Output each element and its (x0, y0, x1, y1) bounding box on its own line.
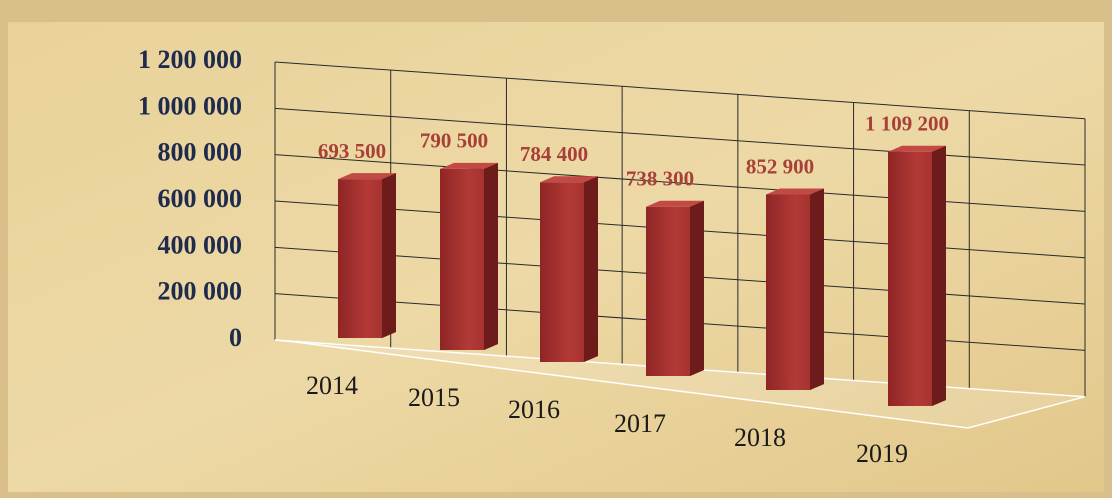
bar-side (810, 188, 824, 390)
bar-top (888, 145, 946, 152)
bar (888, 145, 946, 406)
bar-top (440, 162, 498, 169)
value-label: 738 300 (626, 167, 694, 191)
x-tick-label: 2015 (408, 383, 460, 412)
grid-line (274, 61, 1086, 120)
value-label: 784 400 (520, 142, 588, 166)
bar-top (646, 200, 704, 207)
bar (338, 173, 396, 338)
x-tick-label: 2014 (306, 371, 358, 400)
grid-line (274, 107, 1086, 166)
value-label: 852 900 (746, 154, 814, 178)
y-tick-label: 400 000 (158, 230, 243, 259)
bar-side (484, 162, 498, 350)
grid-line (274, 154, 1086, 212)
value-label: 693 500 (318, 139, 386, 163)
bar-top (338, 173, 396, 180)
y-tick-label: 0 (229, 323, 242, 352)
x-tick-label: 2018 (734, 423, 786, 452)
y-tick-label: 1 200 000 (138, 45, 242, 74)
bar-side (932, 145, 946, 406)
bar (540, 176, 598, 362)
value-label: 790 500 (420, 129, 488, 153)
bar (440, 162, 498, 350)
y-tick-label: 200 000 (158, 277, 243, 306)
bar-side (584, 176, 598, 362)
bar-top (540, 176, 598, 183)
bar (766, 188, 824, 390)
y-tick-label: 600 000 (158, 184, 243, 213)
x-tick-label: 2019 (856, 439, 908, 468)
bar-top (766, 188, 824, 195)
x-tick-label: 2016 (508, 395, 560, 424)
y-tick-label: 800 000 (158, 138, 243, 167)
y-tick-label: 1 000 000 (138, 91, 242, 120)
bar-side (382, 173, 396, 338)
value-label: 1 109 200 (865, 112, 949, 136)
bar-side (690, 200, 704, 376)
bar (646, 200, 704, 376)
x-tick-label: 2017 (614, 409, 666, 438)
